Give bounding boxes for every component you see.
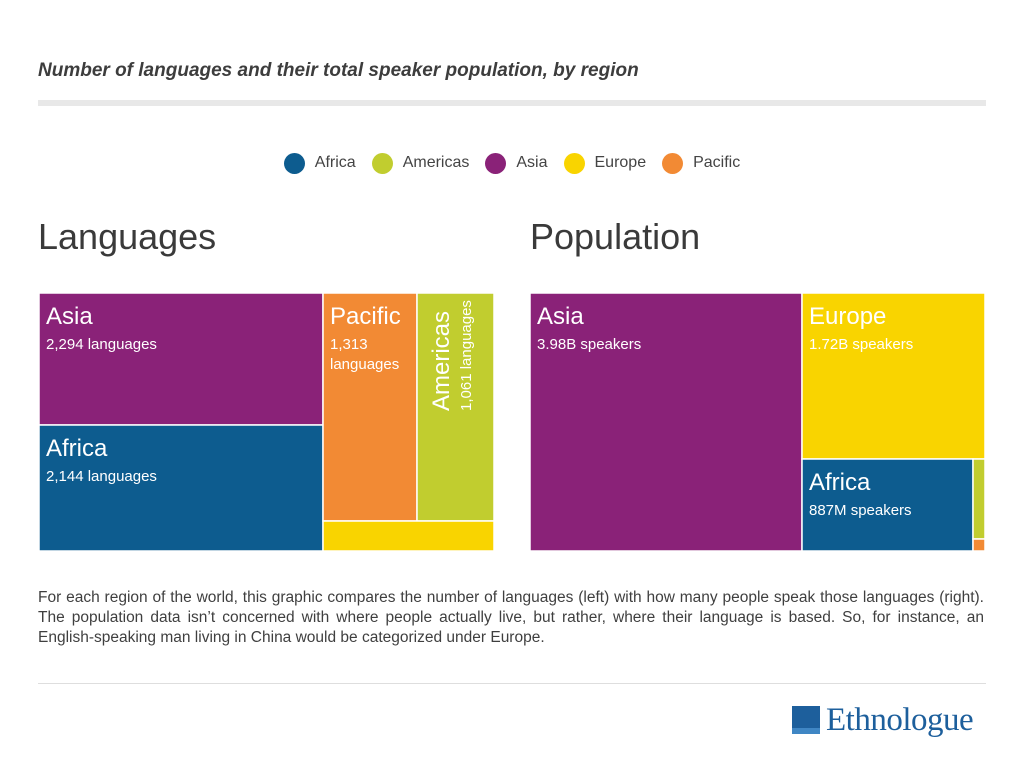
treemap-rect-pacific: [972, 538, 986, 552]
treemap-value-europe: 1.72B speakers: [809, 336, 913, 353]
chart-title: Number of languages and their total spea…: [38, 60, 639, 81]
population-treemap: Asia 3.98B speakers Europe 1.72B speakers Af…: [529, 292, 986, 552]
treemap-cell-pacific: Pacific 1,313 languages: [322, 292, 418, 522]
legend-item-americas: Americas: [371, 152, 470, 174]
chart-description: For each region of the world, this graph…: [38, 589, 984, 646]
legend-item-europe: Europe: [563, 152, 647, 174]
logo-text: Ethnologue: [826, 702, 974, 738]
treemap-name-africa: Africa: [809, 469, 871, 496]
treemap-cell-asia: Asia 3.98B speakers: [529, 292, 803, 552]
treemap-name-pacific: Pacific: [330, 303, 401, 330]
treemap-cell-africa: Africa 2,144 languages: [38, 424, 324, 552]
treemap-cell-americas: [972, 458, 986, 540]
treemap-rect-europe: [322, 520, 495, 552]
treemap-name-americas: Americas: [428, 311, 455, 411]
ethnologue-logo: Ethnologue: [792, 702, 974, 738]
treemap-name-europe: Europe: [809, 303, 886, 330]
treemap-rect-asia: [38, 292, 324, 426]
treemap-value-pacific: 1,313 languages: [330, 336, 399, 373]
legend-label-pacific: Pacific: [693, 154, 741, 171]
treemap-cell-europe: [322, 520, 495, 552]
languages-treemap: Asia 2,294 languages Africa 2,144 languages…: [38, 292, 495, 552]
treemap-rect-africa: [801, 458, 974, 552]
legend-swatch-europe: [563, 152, 585, 174]
legend-swatch-americas: [371, 152, 393, 174]
legend-item-pacific: Pacific: [662, 152, 741, 174]
legend-label-europe: Europe: [594, 154, 647, 171]
logo-mark-icon: [792, 706, 820, 734]
legend-label-americas: Americas: [402, 154, 470, 171]
treemap-name-asia: Asia: [537, 303, 584, 330]
languages-heading: Languages: [38, 216, 217, 257]
legend-item-africa: Africa: [283, 152, 356, 174]
population-heading: Population: [530, 216, 701, 257]
treemap-value-asia: 2,294 languages: [46, 336, 157, 353]
treemap-name-africa: Africa: [46, 435, 108, 462]
treemap-cell-americas: Americas 1,061 languages: [416, 292, 495, 522]
treemap-cell-africa: Africa 887M speakers: [801, 458, 974, 552]
treemap-rect-pacific: [322, 292, 418, 522]
treemap-cell-asia: Asia 2,294 languages: [38, 292, 324, 426]
legend-label-africa: Africa: [314, 154, 356, 171]
footer-divider: [38, 683, 986, 684]
legend-label-asia: Asia: [516, 154, 548, 171]
legend-swatch-pacific: [662, 152, 684, 174]
legend-swatch-africa: [283, 152, 305, 174]
treemap-rect-asia: [529, 292, 803, 552]
title-divider: [38, 100, 986, 106]
treemap-value-americas: 1,061 languages: [458, 300, 475, 411]
treemap-name-asia: Asia: [46, 303, 93, 330]
treemap-rect-africa: [38, 424, 324, 552]
treemap-value-asia: 3.98B speakers: [537, 336, 641, 353]
treemap-cell-pacific: [972, 538, 986, 552]
treemap-rect-americas: [416, 292, 495, 522]
treemap-value-africa: 2,144 languages: [46, 468, 157, 485]
legend-swatch-asia: [485, 152, 507, 174]
treemap-cell-europe: Europe 1.72B speakers: [801, 292, 986, 460]
legend: Africa Americas Asia Europe Pacific: [0, 150, 1024, 176]
legend-item-asia: Asia: [485, 152, 548, 174]
treemap-rect-europe: [801, 292, 986, 460]
treemap-value-africa: 887M speakers: [809, 502, 912, 519]
treemap-rect-americas: [972, 458, 986, 540]
